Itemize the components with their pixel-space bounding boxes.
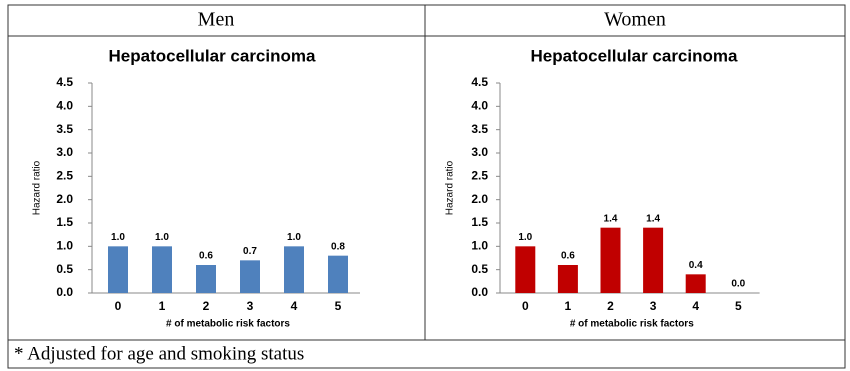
- data-label: 0.4: [689, 260, 703, 271]
- bar: [284, 246, 304, 293]
- y-tick-label: 3.5: [471, 122, 488, 136]
- y-tick-label: 1.5: [471, 215, 488, 229]
- x-tick-label: 4: [291, 299, 298, 313]
- data-label: 0.6: [199, 251, 213, 262]
- x-tick-label: 0: [522, 299, 529, 313]
- x-tick-label: 2: [607, 299, 614, 313]
- x-tick-label: 3: [650, 299, 657, 313]
- y-tick-label: 0.0: [471, 285, 488, 299]
- data-label: 0.0: [731, 279, 745, 290]
- y-tick-label: 3.0: [56, 145, 73, 159]
- y-axis-label: Hazard ratio: [32, 160, 43, 215]
- y-tick-label: 1.0: [56, 239, 73, 253]
- y-tick-label: 0.5: [471, 262, 488, 276]
- y-tick-label: 0.5: [56, 262, 73, 276]
- y-tick-label: 3.5: [56, 122, 73, 136]
- x-tick-label: 3: [247, 299, 254, 313]
- chart-title: Hepatocellular carcinoma: [109, 46, 316, 65]
- y-tick-label: 2.0: [56, 192, 73, 206]
- data-label: 1.0: [518, 232, 532, 243]
- y-tick-label: 2.5: [56, 169, 73, 183]
- bar: [557, 265, 578, 293]
- table-border: [7, 4, 846, 369]
- header: Women: [604, 9, 666, 31]
- data-label: 0.7: [243, 246, 257, 257]
- header: Men: [198, 9, 235, 31]
- y-tick-label: 4.0: [56, 99, 73, 113]
- bar: [515, 246, 536, 293]
- x-tick-label: 4: [692, 299, 699, 313]
- data-label: 1.4: [604, 213, 618, 224]
- bar: [240, 260, 260, 293]
- y-tick-label: 2.0: [471, 192, 488, 206]
- x-tick-label: 5: [335, 299, 342, 313]
- bar: [685, 274, 706, 293]
- y-tick-label: 4.5: [471, 75, 488, 89]
- y-tick-label: 3.0: [471, 145, 488, 159]
- bar: [196, 265, 216, 293]
- x-tick-label: 0: [115, 299, 122, 313]
- y-axis-label: Hazard ratio: [445, 160, 456, 215]
- bar: [328, 255, 348, 293]
- y-tick-label: 2.5: [471, 169, 488, 183]
- y-tick-label: 4.0: [471, 99, 488, 113]
- x-axis-label: # of metabolic risk factors: [570, 319, 694, 330]
- chart-title: Hepatocellular carcinoma: [531, 46, 738, 65]
- x-tick-label: 1: [565, 299, 572, 313]
- footnote: * Adjusted for age and smoking status: [14, 343, 304, 364]
- y-tick-label: 1.5: [56, 215, 73, 229]
- y-tick-label: 4.5: [56, 75, 73, 89]
- x-tick-label: 2: [203, 299, 210, 313]
- bar: [152, 246, 172, 293]
- bar: [643, 227, 664, 293]
- bar: [108, 246, 128, 293]
- data-label: 1.0: [155, 232, 169, 243]
- data-label: 0.8: [331, 241, 345, 252]
- bar: [600, 227, 621, 293]
- y-tick-label: 0.0: [56, 285, 73, 299]
- x-tick-label: 1: [159, 299, 166, 313]
- y-tick-label: 1.0: [471, 239, 488, 253]
- x-axis-label: # of metabolic risk factors: [166, 319, 290, 330]
- data-label: 1.4: [646, 213, 660, 224]
- data-label: 1.0: [287, 232, 301, 243]
- data-label: 0.6: [561, 251, 575, 262]
- x-tick-label: 5: [735, 299, 742, 313]
- data-label: 1.0: [111, 232, 125, 243]
